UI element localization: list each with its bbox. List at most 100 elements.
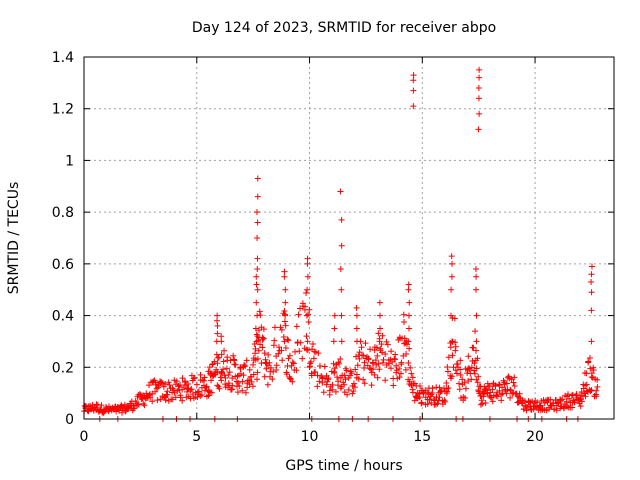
data-point <box>475 373 482 380</box>
data-point <box>583 370 590 377</box>
data-point <box>360 352 367 359</box>
data-point <box>448 253 455 260</box>
data-point <box>360 376 367 383</box>
data-point <box>268 364 275 371</box>
data-point <box>456 386 463 393</box>
data-point <box>406 378 413 385</box>
data-point <box>281 273 288 280</box>
data-point <box>352 384 359 391</box>
data-point <box>494 393 501 400</box>
data-point <box>482 400 489 407</box>
data-point <box>362 340 369 347</box>
data-point <box>376 338 383 345</box>
data-point <box>387 365 394 372</box>
data-point <box>344 391 351 398</box>
data-point <box>475 126 482 133</box>
data-point <box>152 388 159 395</box>
data-point <box>522 402 529 409</box>
data-point <box>356 355 363 362</box>
data-point <box>479 400 486 407</box>
data-point <box>389 359 396 366</box>
y-tick-label: 1.2 <box>52 102 74 118</box>
data-point <box>149 398 156 405</box>
data-point <box>308 358 315 365</box>
data-point <box>487 394 494 401</box>
data-point <box>507 386 514 393</box>
data-point <box>334 374 341 381</box>
data-point <box>193 381 200 388</box>
data-point <box>476 74 483 81</box>
data-point <box>155 384 162 391</box>
data-point <box>456 380 463 387</box>
data-point <box>253 209 260 216</box>
data-point <box>165 379 172 386</box>
data-point <box>406 345 413 352</box>
data-point <box>376 366 383 373</box>
data-point <box>177 394 184 401</box>
data-point <box>343 367 350 374</box>
data-point <box>352 366 359 373</box>
data-point <box>585 358 592 365</box>
data-point <box>182 378 189 385</box>
data-point <box>261 350 268 357</box>
data-point <box>341 372 348 379</box>
data-point <box>424 400 431 407</box>
data-point <box>312 368 319 375</box>
data-point <box>218 338 225 345</box>
data-point <box>588 370 595 377</box>
data-point <box>417 383 424 390</box>
data-point <box>318 372 325 379</box>
data-point <box>332 365 339 372</box>
data-point <box>457 357 464 364</box>
data-point <box>177 381 184 388</box>
data-point <box>405 360 412 367</box>
data-point <box>494 389 501 396</box>
data-point <box>564 403 571 410</box>
data-point <box>217 374 224 381</box>
data-point <box>465 365 472 372</box>
data-point <box>249 383 256 390</box>
data-point <box>443 390 450 397</box>
data-point <box>234 373 241 380</box>
data-point <box>588 307 595 314</box>
data-point <box>511 374 518 381</box>
data-point <box>232 361 239 368</box>
data-point <box>358 344 365 351</box>
data-point <box>290 360 297 367</box>
data-point <box>353 304 360 311</box>
data-point <box>230 352 237 359</box>
data-point <box>254 175 261 182</box>
data-point <box>587 387 594 394</box>
data-point <box>366 365 373 372</box>
data-point <box>451 315 458 322</box>
data-point <box>197 371 204 378</box>
data-point <box>379 349 386 356</box>
data-point <box>405 281 412 288</box>
data-point <box>392 351 399 358</box>
data-point <box>472 266 479 273</box>
data-point <box>338 216 345 223</box>
data-point <box>338 242 345 249</box>
data-point <box>342 376 349 383</box>
data-point <box>588 387 595 394</box>
data-point <box>141 402 148 409</box>
data-point <box>157 396 164 403</box>
data-point <box>208 389 215 396</box>
data-point <box>330 338 337 345</box>
data-point <box>160 383 167 390</box>
data-point <box>170 386 177 393</box>
data-point <box>253 338 260 345</box>
data-point <box>179 397 186 404</box>
data-point <box>353 338 360 345</box>
data-point <box>383 338 390 345</box>
data-point <box>353 312 360 319</box>
data-point <box>185 380 192 387</box>
data-point <box>164 391 171 398</box>
data-point <box>222 375 229 382</box>
data-point <box>337 266 344 273</box>
data-point <box>226 369 233 376</box>
data-point <box>304 273 311 280</box>
data-point <box>285 355 292 362</box>
data-point <box>582 393 589 400</box>
data-point <box>376 299 383 306</box>
